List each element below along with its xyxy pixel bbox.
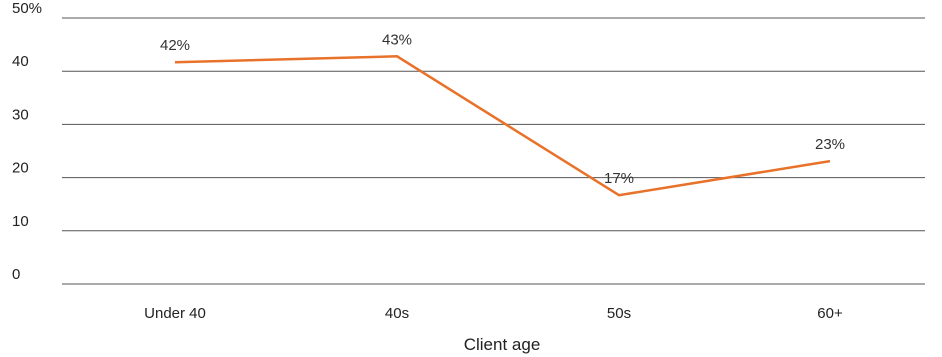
y-tick-label: 40 (12, 53, 29, 70)
y-tick-label: 0 (12, 266, 20, 283)
y-tick-label: 30 (12, 106, 29, 123)
y-tick-label: 20 (12, 160, 29, 177)
x-tick-label: Under 40 (144, 305, 206, 322)
x-axis-title: Client age (464, 335, 541, 354)
data-label: 42% (160, 37, 190, 54)
data-label: 43% (382, 31, 412, 48)
y-axis-ticks: 0 10 20 30 40 50% (12, 0, 42, 283)
y-tick-label: 50% (12, 0, 42, 17)
data-label: 23% (815, 136, 845, 153)
series-line (174, 55, 831, 197)
y-tick-label: 10 (12, 213, 29, 230)
x-axis-ticks: Under 40 40s 50s 60+ (144, 305, 843, 322)
data-label: 17% (604, 170, 634, 187)
x-tick-label: 40s (385, 305, 409, 322)
x-tick-label: 50s (607, 305, 631, 322)
x-tick-label: 60+ (817, 305, 843, 322)
gridlines (62, 17, 925, 285)
series-group: 42% 43% 17% 23% (160, 31, 845, 197)
